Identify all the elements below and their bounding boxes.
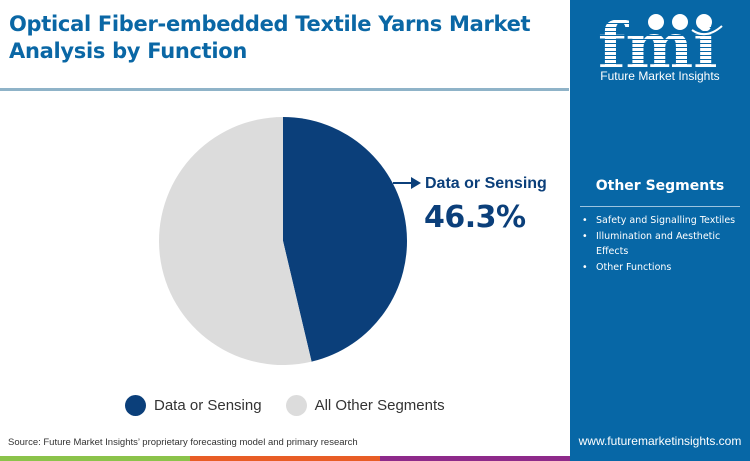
legend-swatch-data-or-sensing — [125, 395, 146, 416]
legend-item-all-other-segments: All Other Segments — [285, 395, 445, 416]
other-segments-title: Other Segments — [595, 178, 725, 194]
other-segment-item: Safety and Signalling Textiles — [580, 213, 745, 229]
title-divider — [0, 88, 569, 91]
legend-item-data-or-sensing: Data or Sensing — [125, 395, 262, 416]
other-segments-list: Safety and Signalling Textiles Illuminat… — [580, 213, 745, 275]
legend-label: Data or Sensing — [154, 397, 262, 414]
other-segment-item: Illumination and Aesthetic Effects — [580, 229, 745, 260]
pie-slice-data-or-sensing — [283, 117, 407, 362]
chart-title: Optical Fiber-embedded Textile Yarns Mar… — [9, 12, 531, 63]
chart-legend: Data or Sensing All Other Segments — [125, 395, 469, 416]
pie-chart — [159, 117, 407, 365]
other-segment-item: Other Functions — [580, 260, 745, 276]
fmi-logo-icon: fmi — [598, 9, 723, 80]
color-strip-purple — [380, 456, 570, 461]
color-strip — [0, 456, 570, 461]
callout-value: 46.3% — [424, 200, 526, 235]
callout-arrow-icon — [393, 177, 421, 189]
source-note: Source: Future Market Insights’ propriet… — [8, 437, 358, 448]
legend-swatch-all-other-segments — [285, 395, 307, 416]
color-strip-green — [0, 456, 190, 461]
pie-slice-all-other-segments — [159, 117, 312, 365]
side-panel: fmi Future Market Insights Other Segment… — [570, 0, 750, 461]
pie-chart-svg — [159, 117, 407, 365]
callout-label: Data or Sensing — [425, 175, 547, 192]
website-link[interactable]: www.futuremarketinsights.com — [578, 434, 742, 448]
color-strip-orange — [190, 456, 380, 461]
logo-subtitle: Future Market Insights — [600, 69, 720, 83]
other-segments-divider — [580, 206, 740, 207]
legend-label: All Other Segments — [314, 397, 445, 414]
